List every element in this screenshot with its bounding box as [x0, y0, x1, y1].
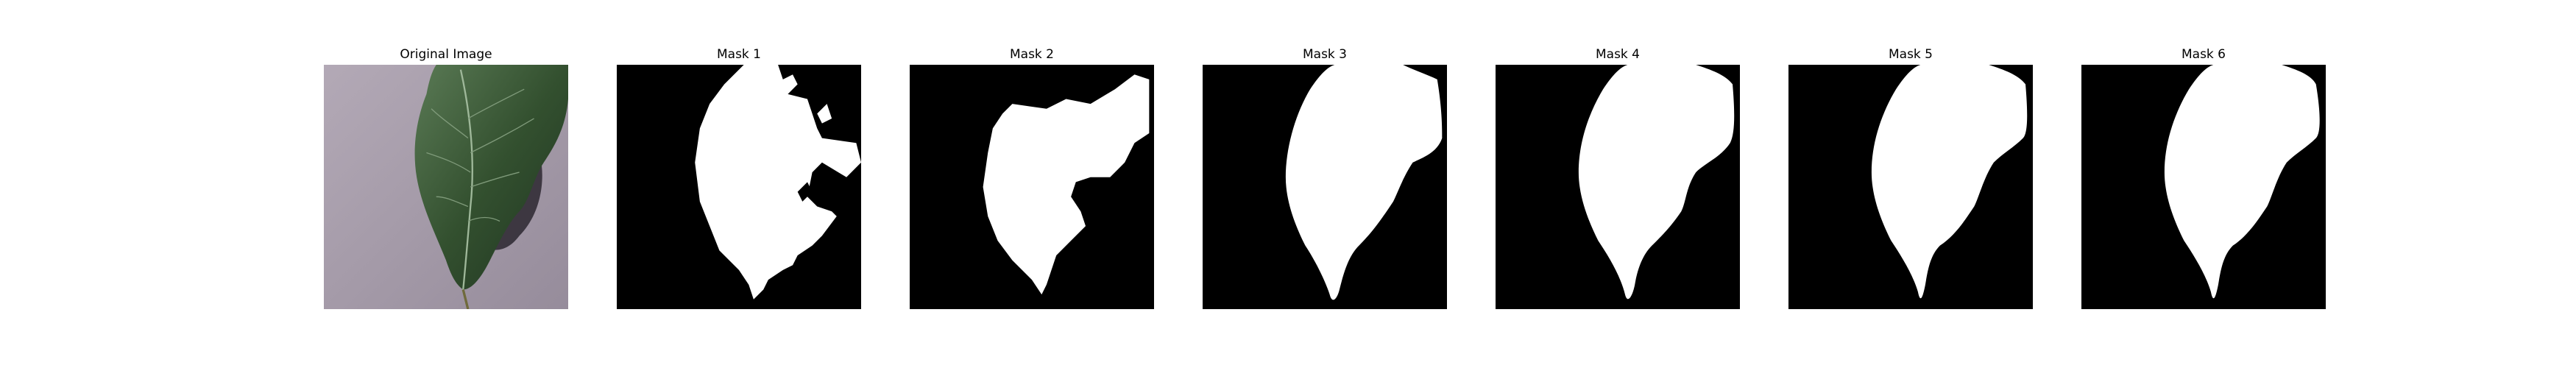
mask-2-title: Mask 2 [1009, 47, 1054, 62]
mask-4-title: Mask 4 [1595, 47, 1640, 62]
mask-5-panel: Mask 5 [1788, 46, 2033, 309]
mask-6-shape [2164, 65, 2320, 299]
mask-3-image [1203, 65, 1447, 309]
mask-6-title: Mask 6 [2181, 47, 2226, 62]
leaf-stem [461, 289, 470, 309]
mask-1-shape [695, 65, 861, 300]
mask-1-panel: Mask 1 [617, 46, 861, 309]
original-image-title: Original Image [400, 47, 492, 62]
mask-5-image [1788, 65, 2033, 309]
original-image-panel: Original Image [324, 46, 568, 309]
mask-4-panel: Mask 4 [1496, 46, 1740, 309]
mask-3-title: Mask 3 [1302, 47, 1347, 62]
mask-6-image [2081, 65, 2326, 309]
mask-1-title: Mask 1 [716, 47, 761, 62]
leaf-veins [426, 88, 534, 222]
mask-5-title: Mask 5 [1888, 47, 1933, 62]
mask-2-panel: Mask 2 [910, 46, 1154, 309]
mask-2-image [910, 65, 1154, 309]
mask-1-fragment [817, 104, 832, 124]
original-image [324, 65, 568, 309]
mask-4-image [1496, 65, 1740, 309]
mask-4-shape [1578, 65, 1735, 300]
mask-3-shape [1285, 65, 1443, 300]
mask-3-panel: Mask 3 [1203, 46, 1447, 309]
mask-2-shape [983, 74, 1150, 295]
mask-6-panel: Mask 6 [2081, 46, 2326, 309]
mask-1-image [617, 65, 861, 309]
mask-1-hole [797, 182, 813, 202]
leaf-midrib [459, 69, 473, 290]
mask-5-shape [1871, 65, 2028, 299]
